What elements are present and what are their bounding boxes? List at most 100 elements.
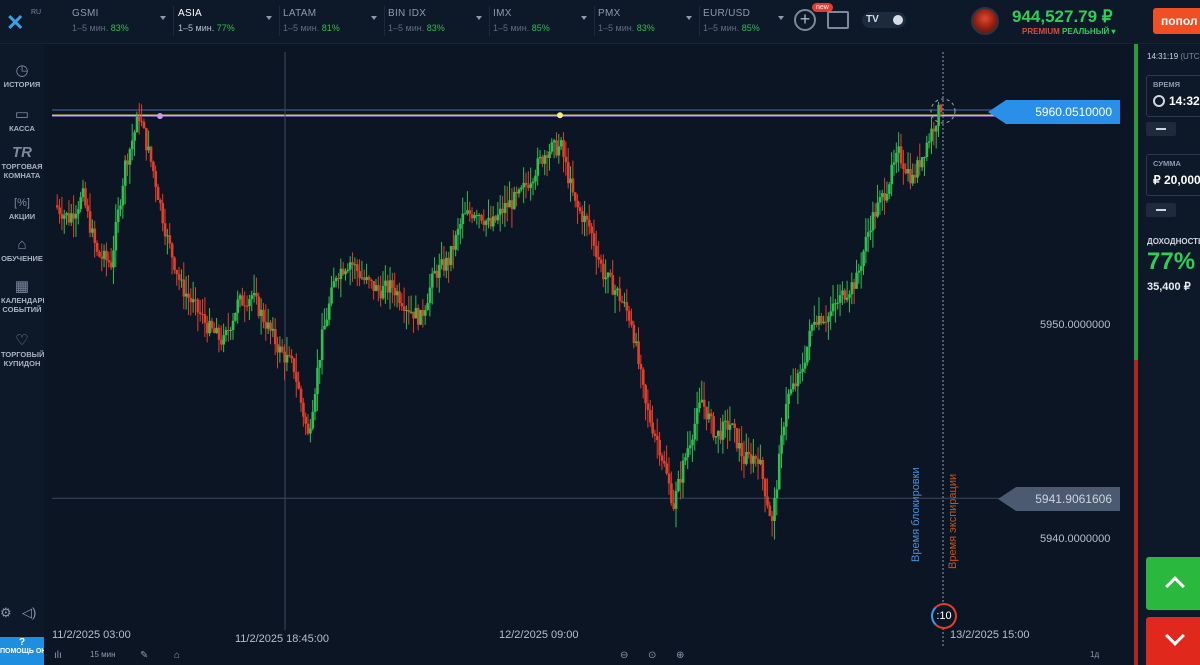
reset-zoom-icon[interactable]: ⊙ (648, 650, 657, 661)
candle-down (295, 372, 298, 382)
candle-down (545, 155, 549, 159)
candle-up (827, 316, 830, 322)
asset-tab-pmx[interactable]: PMX 1–5 мин. 83% (598, 6, 700, 36)
expiry-time-field[interactable]: ВРЕМЯ 14:32 (1146, 75, 1200, 117)
candle-up (166, 235, 169, 237)
time-decrease-button[interactable] (1146, 122, 1176, 136)
asset-tab-eur-usd[interactable]: EUR/USD 1–5 мин. 85% (703, 6, 790, 36)
candle-down (156, 186, 160, 200)
candle-down (702, 399, 706, 407)
candle-up (688, 445, 692, 449)
candle-up (147, 146, 151, 151)
candle-down (447, 257, 451, 266)
timeframe-selector[interactable]: 15 мин (90, 650, 116, 659)
candle-down (281, 346, 284, 352)
deposit-button[interactable]: попол (1153, 8, 1200, 34)
sidebar-item-trading-room[interactable]: TR ТОРГОВАЯ КОМНАТА (1, 144, 43, 180)
candle-down (644, 384, 647, 404)
candle-down (400, 303, 404, 307)
tradingview-toggle[interactable]: TV (862, 12, 906, 28)
candle-down (196, 299, 200, 313)
candle-up (381, 285, 385, 299)
candle-down (173, 257, 176, 271)
candle-up (817, 316, 821, 325)
sidebar-item-history[interactable]: ◷ ИСТОРИЯ (0, 62, 44, 89)
candle-down (372, 281, 376, 291)
zoom-out-icon[interactable]: ⊖ (620, 650, 629, 661)
account-type[interactable]: PREMIUM РЕАЛЬНЫЙ ▾ (1022, 27, 1116, 36)
candle-up (841, 290, 844, 296)
chart-layout-icon[interactable] (827, 11, 849, 29)
candle-up (318, 359, 322, 368)
current-price-marker (930, 98, 956, 124)
pencil-icon[interactable]: ✎ (140, 650, 149, 661)
arrow-up-icon (1165, 576, 1185, 596)
candle-down (182, 279, 186, 297)
asset-name: GSMI (72, 8, 99, 19)
candle-up (266, 322, 270, 329)
candle-up (70, 213, 73, 223)
add-asset-button[interactable]: + (794, 9, 816, 31)
chart-canvas[interactable] (44, 44, 1134, 665)
candle-up (716, 430, 720, 437)
candle-up (559, 140, 563, 147)
candle-down (257, 296, 261, 317)
account-balance[interactable]: 944,527.79 ₽ (1012, 7, 1113, 26)
candle-down (163, 223, 167, 237)
chevron-down-icon[interactable] (686, 16, 692, 20)
zoom-in-icon[interactable]: ⊕ (676, 650, 685, 661)
candle-up (775, 489, 779, 499)
candle-down (363, 277, 366, 281)
candle-up (538, 156, 542, 159)
asset-tab-gsmi[interactable]: GSMI 1–5 мин. 83% (72, 6, 174, 36)
candle-up (871, 212, 875, 231)
asset-tab-latam[interactable]: LATAM 1–5 мин. 81% (283, 6, 385, 36)
sidebar-item-cashier[interactable]: ▭ КАССА (0, 106, 44, 133)
candle-up (116, 209, 120, 223)
gear-icon[interactable]: ⚙ (0, 605, 12, 620)
candle-up (252, 293, 256, 296)
chevron-down-icon[interactable] (476, 16, 482, 20)
candle-up (133, 132, 136, 141)
candle-down (555, 140, 558, 156)
avatar[interactable] (971, 7, 999, 35)
candle-down (154, 171, 158, 187)
promo-icon: [%] (14, 197, 30, 209)
candle-up (731, 423, 734, 425)
candle-up (231, 320, 235, 330)
candle-down (590, 226, 594, 234)
price-chart[interactable]: 5950.0000000 5940.0000000 5960.0510000 5… (44, 44, 1134, 665)
chevron-down-icon[interactable] (581, 16, 587, 20)
asset-tab-asia[interactable]: ASIA 1–5 мин. 77% (178, 6, 280, 36)
indicators-icon[interactable]: ⌂ (174, 650, 181, 661)
amount-field[interactable]: СУММА ₽ 20,000 (1146, 154, 1200, 196)
buy-up-button[interactable] (1146, 557, 1200, 610)
sidebar-item-education[interactable]: ⌂ ОБУЧЕНИЕ (1, 236, 43, 263)
sidebar-item-cupid[interactable]: ♡ ТОРГОВЫЙ КУПИДОН (1, 332, 44, 368)
chevron-down-icon[interactable] (266, 16, 272, 20)
asset-tab-imx[interactable]: IMX 1–5 мин. 85% (493, 6, 595, 36)
logo[interactable]: ✕ RU (4, 8, 44, 36)
candle-up (848, 294, 851, 298)
chevron-down-icon[interactable] (160, 16, 166, 20)
candle-up (475, 215, 479, 217)
range-selector[interactable]: 1д (1090, 650, 1100, 659)
sound-icon[interactable]: ◁) (22, 605, 37, 620)
candle-down (763, 478, 767, 497)
sidebar-item-promotions[interactable]: [%] АКЦИИ (0, 194, 44, 221)
asset-tab-bin-idx[interactable]: BIN IDX 1–5 мин. 83% (388, 6, 490, 36)
candle-down (304, 416, 308, 424)
candle-up (330, 287, 333, 304)
chart-bottom-toolbar: ılı 15 мин ✎ ⌂ ⊖ ⊙ ⊕ 1д (44, 650, 1134, 665)
sell-down-button[interactable] (1146, 617, 1200, 665)
candle-down (585, 215, 589, 220)
help-online-button[interactable]: ? ПОМОЩЬ ОНЛАЙН (0, 637, 44, 665)
candles-icon[interactable]: ılı (54, 650, 62, 661)
amount-decrease-button[interactable] (1146, 203, 1176, 217)
candle-down (140, 121, 143, 123)
chevron-down-icon[interactable] (371, 16, 377, 20)
chevron-down-icon[interactable] (778, 16, 784, 20)
candle-down (398, 291, 401, 304)
candle-down (656, 435, 659, 440)
sidebar-item-calendar[interactable]: ▦ КАЛЕНДАРЬ СОБЫТИЙ (1, 278, 44, 314)
